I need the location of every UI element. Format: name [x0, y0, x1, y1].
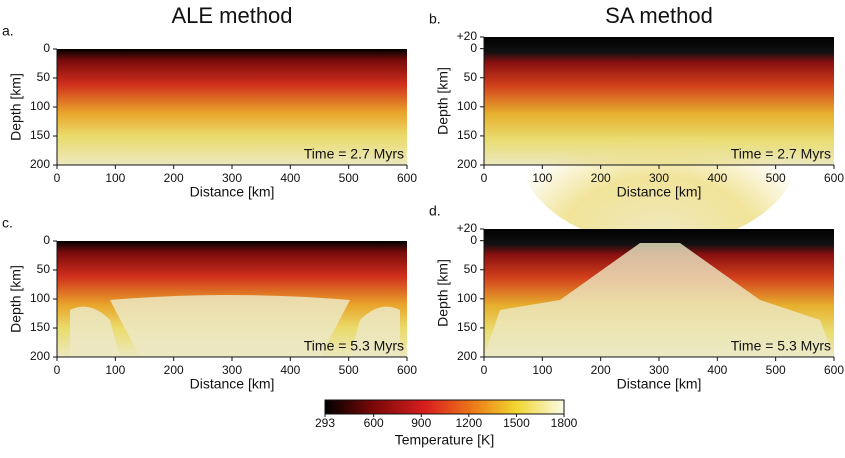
x-tick-label: 600 — [824, 171, 844, 185]
colorbar — [324, 399, 565, 415]
x-tick-label: 0 — [481, 363, 488, 377]
x-tick-label: 100 — [105, 363, 125, 377]
y-axis-label: Depth [km] — [435, 67, 451, 135]
y-tick-label: 100 — [457, 99, 477, 113]
plume — [484, 243, 834, 357]
x-tick-label: 400 — [707, 363, 727, 377]
x-axis-label: Distance [km] — [190, 376, 275, 392]
y-tick-label: 50 — [464, 262, 478, 276]
x-axis-label: Distance [km] — [617, 184, 702, 200]
plume — [519, 55, 799, 245]
colorbar-label: Temperature [K] — [395, 432, 495, 448]
annotation: Time = 2.7 Myrs — [304, 146, 404, 162]
y-tick-label: 200 — [457, 349, 477, 363]
panel-label: a. — [2, 23, 14, 39]
y-tick-label: 200 — [30, 349, 50, 363]
y-axis-label: Depth [km] — [435, 259, 451, 327]
x-tick-label: 0 — [481, 171, 488, 185]
annotation: Time = 5.3 Myrs — [731, 338, 831, 354]
y-tick-label: 50 — [464, 70, 478, 84]
x-tick-label: 400 — [707, 171, 727, 185]
panel-label: d. — [429, 203, 441, 219]
colorbar-tick-label: 900 — [411, 416, 431, 430]
x-tick-label: 600 — [824, 363, 844, 377]
x-tick-label: 600 — [397, 171, 417, 185]
colorbar-tick-label: 1200 — [455, 416, 482, 430]
x-tick-label: 200 — [591, 363, 611, 377]
y-tick-label: 200 — [30, 157, 50, 171]
x-tick-label: 200 — [164, 363, 184, 377]
y-tick-label: 150 — [457, 320, 477, 334]
x-tick-label: 0 — [54, 171, 61, 185]
x-tick-label: 100 — [532, 171, 552, 185]
y-tick-label: 50 — [37, 70, 51, 84]
y-tick-label: 150 — [457, 128, 477, 142]
y-tick-label: 0 — [43, 41, 50, 55]
x-axis-label: Distance [km] — [617, 376, 702, 392]
y-tick-label: +20 — [457, 29, 478, 43]
y-tick-label: 0 — [470, 233, 477, 247]
y-tick-label: 0 — [470, 41, 477, 55]
y-axis-label: Depth [km] — [8, 265, 24, 333]
x-tick-label: 100 — [532, 363, 552, 377]
column-title: ALE method — [171, 3, 292, 28]
x-tick-label: 0 — [54, 363, 61, 377]
y-tick-label: +20 — [457, 221, 478, 235]
y-tick-label: 100 — [30, 291, 50, 305]
x-axis-label: Distance [km] — [190, 184, 275, 200]
x-tick-label: 200 — [164, 171, 184, 185]
annotation: Time = 2.7 Myrs — [731, 146, 831, 162]
x-tick-label: 500 — [766, 171, 786, 185]
x-tick-label: 500 — [766, 363, 786, 377]
x-tick-label: 500 — [339, 171, 359, 185]
x-tick-label: 300 — [222, 363, 242, 377]
panel-label: b. — [429, 11, 441, 27]
panel-label: c. — [2, 215, 13, 231]
y-tick-label: 150 — [30, 128, 50, 142]
y-tick-label: 0 — [43, 233, 50, 247]
x-tick-label: 400 — [280, 363, 300, 377]
colorbar-tick-label: 293 — [315, 416, 335, 430]
y-tick-label: 150 — [30, 320, 50, 334]
column-title: SA method — [605, 3, 713, 28]
heatmap — [57, 49, 407, 165]
colorbar-tick-label: 1800 — [551, 416, 578, 430]
y-tick-label: 100 — [457, 291, 477, 305]
y-axis-label: Depth [km] — [8, 73, 24, 141]
x-tick-label: 400 — [280, 171, 300, 185]
y-tick-label: 100 — [30, 99, 50, 113]
x-tick-label: 600 — [397, 363, 417, 377]
x-tick-label: 300 — [222, 171, 242, 185]
annotation: Time = 5.3 Myrs — [304, 338, 404, 354]
colorbar-tick-label: 1500 — [503, 416, 530, 430]
y-tick-label: 200 — [457, 157, 477, 171]
x-tick-label: 300 — [649, 171, 669, 185]
y-tick-label: 50 — [37, 262, 51, 276]
x-tick-label: 200 — [591, 171, 611, 185]
plume — [70, 295, 400, 357]
colorbar-tick-label: 600 — [364, 416, 384, 430]
x-tick-label: 100 — [105, 171, 125, 185]
x-tick-label: 300 — [649, 363, 669, 377]
x-tick-label: 500 — [339, 363, 359, 377]
